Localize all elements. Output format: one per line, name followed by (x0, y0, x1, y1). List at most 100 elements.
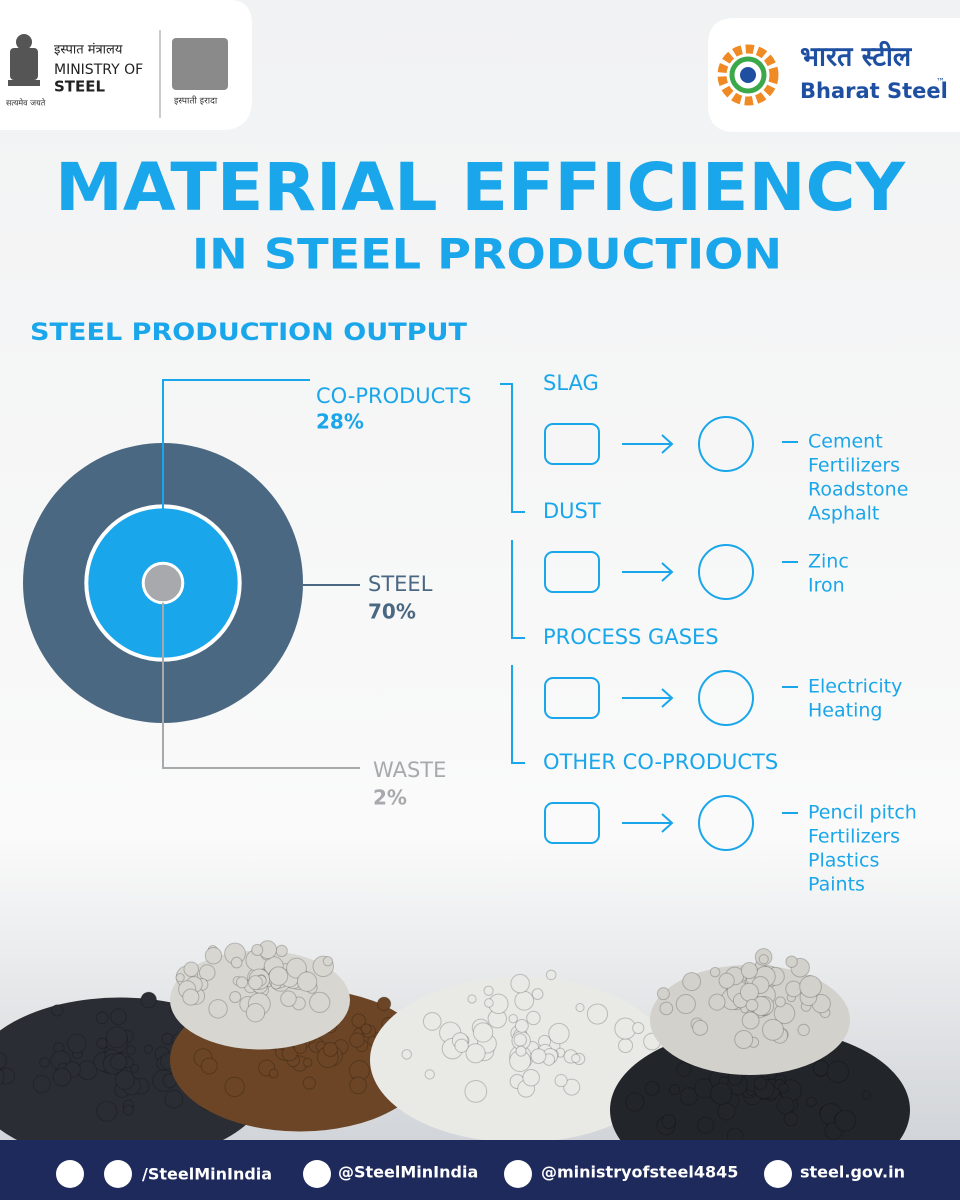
logo-mark (172, 38, 228, 90)
pebble (322, 956, 334, 967)
pebble (200, 1057, 218, 1075)
pebble (275, 944, 288, 957)
x-handle: @SteelMinIndia (338, 1163, 478, 1182)
pebble (464, 1079, 488, 1103)
category-label: STEEL (368, 572, 433, 596)
pebble (513, 1033, 527, 1047)
value-label: 28% (316, 410, 364, 434)
arrow (622, 562, 674, 582)
output: Zinc (808, 551, 849, 573)
pebble (522, 1068, 540, 1087)
pebble (143, 1044, 154, 1054)
pebble (774, 996, 786, 1008)
pebble (66, 1033, 87, 1054)
pebble (245, 1003, 266, 1023)
product-icon (698, 544, 754, 600)
output: Plastics (808, 850, 879, 872)
pebble (105, 1026, 128, 1049)
pebble (826, 1060, 850, 1084)
pebble (467, 994, 477, 1004)
pebble (302, 1076, 316, 1090)
arrow (622, 813, 674, 833)
pebble (514, 990, 535, 1011)
trademark: ™ (936, 78, 945, 88)
pebble (776, 1096, 795, 1115)
pebble (110, 1008, 127, 1026)
pebble (545, 969, 557, 981)
pebble (360, 1023, 372, 1035)
pebble (515, 1045, 527, 1057)
pebble (248, 975, 263, 991)
pebble (734, 1029, 754, 1049)
pebble (718, 972, 735, 989)
bracket (500, 383, 525, 513)
pebble (0, 1051, 7, 1070)
pebble (109, 1053, 128, 1071)
pebble (632, 1021, 645, 1035)
brand-card (708, 18, 960, 132)
product-icon (698, 795, 754, 851)
pebble (530, 1048, 547, 1065)
output: Iron (808, 575, 845, 597)
pebble (351, 1013, 366, 1029)
output: Fertilizers (808, 455, 900, 477)
pebble (161, 1032, 174, 1046)
pebble (708, 993, 726, 1011)
flows: SLAGCementFertilizersRoadstoneAsphaltDUS… (500, 371, 917, 896)
instagram-icon (104, 1160, 132, 1188)
value-label: 70% (368, 600, 416, 624)
pebble (95, 1011, 109, 1025)
pebble (762, 1018, 784, 1041)
title-line2: IN STEEL PRODUCTION (192, 230, 782, 279)
pebble (175, 973, 185, 983)
pebble (401, 1049, 412, 1060)
pebble (741, 1011, 760, 1030)
pebble (126, 1045, 136, 1055)
pebble (778, 1082, 790, 1094)
pebble (229, 991, 242, 1004)
pebble (740, 962, 758, 980)
pebble (472, 1022, 494, 1043)
pebble (676, 1061, 692, 1077)
pebble (309, 991, 331, 1013)
pebble (204, 946, 223, 965)
pebble (554, 1074, 568, 1088)
pebble (618, 1038, 634, 1054)
pebble (422, 1012, 442, 1031)
pebble (692, 1019, 709, 1036)
pebble (96, 1100, 118, 1122)
pebble (198, 964, 216, 981)
pebble (349, 1032, 365, 1048)
pebble (785, 955, 798, 968)
arrow (622, 434, 674, 454)
x-icon (303, 1160, 331, 1188)
pebble (508, 1013, 518, 1024)
brand-hindi: भारत स्टील (800, 41, 913, 73)
pebble (745, 998, 759, 1012)
flow-name: OTHER CO-PRODUCTS (543, 750, 778, 774)
pebble (586, 1003, 609, 1025)
pebble (52, 1067, 72, 1087)
bracket (511, 540, 525, 639)
pebble (682, 972, 702, 992)
pebble (563, 1078, 581, 1096)
website: steel.gov.in (800, 1163, 905, 1182)
title-line1: MATERIAL EFFICIENCY (55, 149, 906, 226)
output: Paints (808, 874, 865, 896)
pebble (39, 1056, 50, 1068)
flow-name: DUST (543, 499, 601, 523)
pebble (140, 991, 157, 1009)
pebble (799, 975, 822, 998)
pebble (484, 998, 494, 1008)
youtube-icon (504, 1160, 532, 1188)
leader-line (162, 379, 310, 562)
leader-line (162, 602, 360, 769)
pebble (183, 961, 200, 977)
pebble (661, 1114, 677, 1130)
pebble (0, 1067, 16, 1085)
pebble (710, 1082, 733, 1105)
brand-name: Bharat Steel (800, 79, 948, 103)
output: Electricity (808, 676, 902, 698)
pebble (51, 1004, 64, 1017)
output: Roadstone (808, 479, 908, 501)
